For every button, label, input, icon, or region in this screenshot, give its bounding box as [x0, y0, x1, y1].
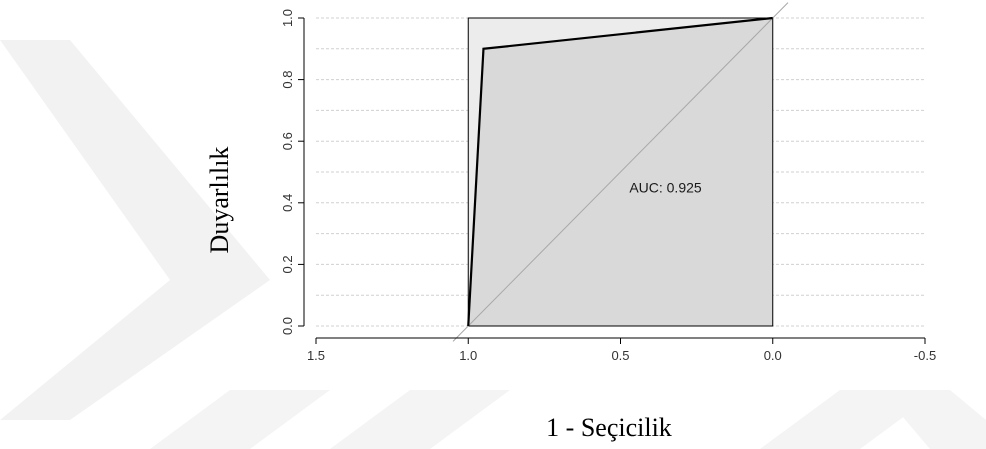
auc-annotation: AUC: 0.925	[629, 179, 702, 195]
grid	[316, 17, 925, 327]
y-tick-label: 0.8	[280, 71, 295, 89]
y-axis-title: Duyarlılık	[205, 147, 234, 254]
y-tick-label: 0.6	[280, 132, 295, 150]
watermark-stripe-2	[330, 390, 510, 449]
watermark-stripe-1	[150, 390, 330, 449]
watermark-chevron-right	[880, 390, 986, 449]
roc-lines	[452, 2, 789, 342]
unit-square-border	[467, 17, 774, 327]
x-tick-label: 1.5	[307, 348, 325, 363]
watermark-chevron	[0, 40, 270, 420]
x-tick-label: 0.5	[611, 348, 629, 363]
y-tick-label: 0.4	[280, 194, 295, 212]
labels: AUC: 0.925 1 - Seçicilik Duyarlılık	[205, 147, 702, 442]
y-tick-label: 1.0	[280, 9, 295, 27]
x-tick-label: -0.5	[914, 348, 936, 363]
x-tick-label: 1.0	[459, 348, 477, 363]
y-tick-label: 0.2	[280, 255, 295, 273]
x-axis-title: 1 - Seçicilik	[546, 413, 672, 442]
reference-diagonal	[452, 2, 789, 342]
watermark	[0, 40, 986, 449]
y-tick-label: 0.0	[280, 317, 295, 335]
axes: 0.0 0.2 0.4 0.6 0.8 1.0 1.5 1.0 0.5 0.0 -0.5	[280, 9, 936, 363]
roc-curve	[467, 16, 773, 327]
x-tick-label: 0.0	[764, 348, 782, 363]
